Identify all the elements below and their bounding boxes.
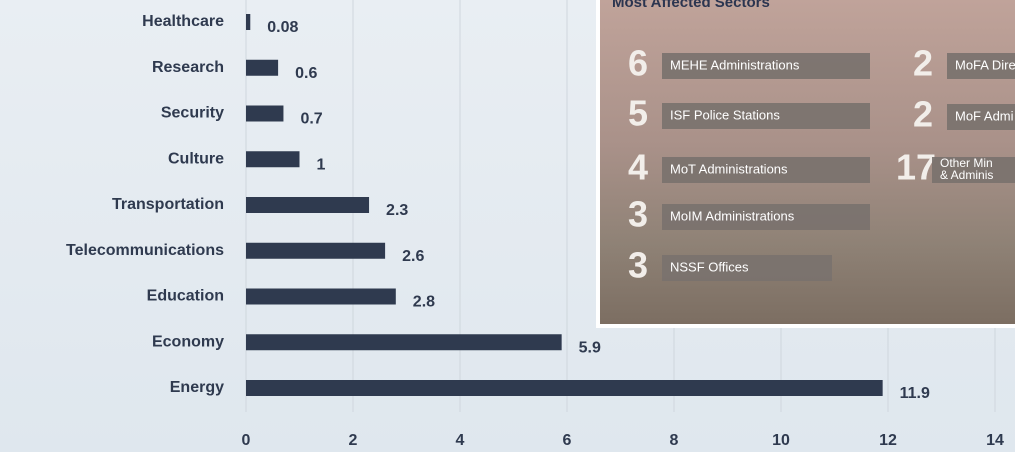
bar (246, 197, 370, 213)
bar (246, 105, 284, 122)
inset-label: Other Min (940, 156, 993, 170)
bar (246, 59, 279, 76)
inset-number: 5 (628, 93, 648, 134)
inset-label-box (662, 255, 832, 281)
bar (246, 334, 562, 351)
x-tick-label: 0 (242, 432, 251, 449)
inset-label-box (947, 104, 1015, 130)
inset-label-box (662, 204, 870, 230)
value-label: 0.6 (295, 65, 317, 82)
inset-number: 6 (628, 43, 648, 84)
x-tick-label: 12 (879, 432, 897, 449)
x-tick-label: 6 (563, 432, 572, 449)
x-tick-label: 4 (456, 432, 465, 449)
value-label: 0.08 (267, 19, 298, 36)
inset-panel: Most Affected Sectors 6 MEHE Administrati… (596, 0, 1015, 328)
bar (246, 242, 386, 259)
inset-number: 17 (896, 147, 936, 188)
y-tick-label: Economy (152, 333, 224, 350)
value-label: 0.7 (300, 111, 322, 128)
y-tick-label: Culture (168, 150, 224, 167)
inset-label-box (947, 53, 1015, 79)
y-tick-label: Telecommunications (66, 242, 224, 259)
y-tick-label: Education (147, 288, 224, 305)
value-label: 2.3 (386, 202, 408, 219)
inset-number: 3 (628, 245, 648, 286)
value-label: 1 (317, 156, 326, 173)
y-tick-label: Transportation (112, 196, 224, 213)
bar (246, 380, 883, 396)
y-tick-label: Energy (170, 379, 224, 396)
inset-label: MEHE Administrations (670, 57, 800, 72)
inset-number: 3 (628, 194, 648, 235)
inset-label-box (662, 53, 870, 79)
value-label: 2.6 (402, 248, 424, 265)
value-label: 5.9 (579, 339, 601, 356)
inset-label: ISF Police Stations (670, 107, 780, 122)
x-tick-label: 8 (670, 432, 679, 449)
inset-label: MoIM Administrations (670, 208, 795, 223)
bar (246, 14, 251, 30)
inset-number: 2 (913, 43, 933, 84)
inset-title: Most Affected Sectors (612, 0, 770, 11)
inset-label: MoF Admi (955, 108, 1014, 123)
bars: Healthcare 0.08 Research 0.6 Security 0.7 Cult… (66, 13, 930, 402)
y-tick-label: Research (152, 59, 224, 76)
value-label: 11.9 (900, 385, 930, 402)
x-tick-label: 14 (986, 432, 1004, 449)
bar (246, 288, 396, 305)
inset-label-box (662, 157, 870, 183)
inset-label-box (932, 157, 1015, 183)
y-tick-label: Healthcare (142, 13, 224, 30)
inset-number: 2 (913, 94, 933, 135)
y-tick-label: Security (161, 105, 224, 122)
inset-label: MoT Administrations (670, 161, 788, 176)
inset-label: MoFA Dire (955, 57, 1015, 72)
inset-number: 4 (628, 147, 648, 188)
value-label: 2.8 (413, 294, 435, 311)
bar (246, 151, 300, 168)
inset-label-box (662, 103, 870, 129)
x-tick-label: 10 (772, 432, 790, 449)
inset-label: & Adminis (940, 168, 993, 182)
inset-label: NSSF Offices (670, 259, 749, 274)
x-tick-label: 2 (349, 432, 358, 449)
